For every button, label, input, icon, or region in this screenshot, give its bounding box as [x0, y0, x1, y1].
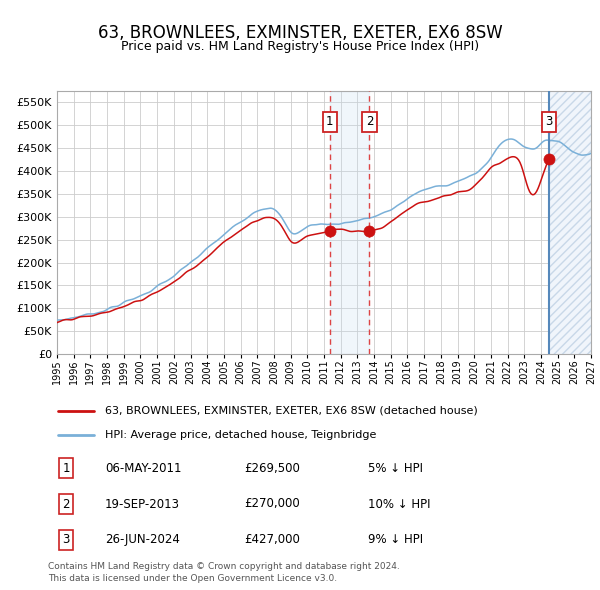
Text: £270,000: £270,000: [244, 497, 300, 510]
Text: 63, BROWNLEES, EXMINSTER, EXETER, EX6 8SW (detached house): 63, BROWNLEES, EXMINSTER, EXETER, EX6 8S…: [105, 405, 478, 415]
Text: Contains HM Land Registry data © Crown copyright and database right 2024.: Contains HM Land Registry data © Crown c…: [48, 562, 400, 571]
Text: 2: 2: [365, 115, 373, 128]
Bar: [549, 91, 591, 354]
Bar: [330, 91, 370, 354]
Text: 63, BROWNLEES, EXMINSTER, EXETER, EX6 8SW: 63, BROWNLEES, EXMINSTER, EXETER, EX6 8S…: [98, 24, 502, 42]
Text: 10% ↓ HPI: 10% ↓ HPI: [368, 497, 430, 510]
Text: 5% ↓ HPI: 5% ↓ HPI: [368, 461, 423, 475]
Text: 3: 3: [62, 533, 70, 546]
Text: 19-SEP-2013: 19-SEP-2013: [105, 497, 180, 510]
Text: 1: 1: [62, 461, 70, 475]
Text: 26-JUN-2024: 26-JUN-2024: [105, 533, 179, 546]
Text: £427,000: £427,000: [244, 533, 300, 546]
Text: This data is licensed under the Open Government Licence v3.0.: This data is licensed under the Open Gov…: [48, 574, 337, 583]
Text: 06-MAY-2011: 06-MAY-2011: [105, 461, 181, 475]
Bar: [549, 91, 591, 354]
Text: Price paid vs. HM Land Registry's House Price Index (HPI): Price paid vs. HM Land Registry's House …: [121, 40, 479, 53]
Text: 1: 1: [326, 115, 334, 128]
Text: 2: 2: [62, 497, 70, 510]
Text: £269,500: £269,500: [244, 461, 300, 475]
Text: HPI: Average price, detached house, Teignbridge: HPI: Average price, detached house, Teig…: [105, 430, 376, 440]
Text: 3: 3: [545, 115, 553, 128]
Text: 9% ↓ HPI: 9% ↓ HPI: [368, 533, 423, 546]
